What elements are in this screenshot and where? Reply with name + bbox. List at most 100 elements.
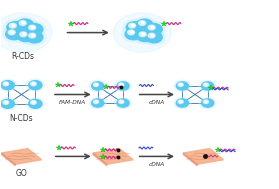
- Circle shape: [136, 19, 153, 30]
- Text: GO: GO: [16, 169, 27, 178]
- Circle shape: [92, 99, 104, 107]
- Circle shape: [119, 83, 124, 86]
- Circle shape: [174, 97, 191, 109]
- Circle shape: [23, 29, 46, 45]
- Circle shape: [1, 81, 15, 90]
- Circle shape: [5, 101, 8, 103]
- Circle shape: [22, 22, 25, 24]
- Circle shape: [201, 99, 214, 107]
- Circle shape: [130, 31, 133, 33]
- Circle shape: [33, 83, 35, 84]
- Circle shape: [114, 80, 131, 92]
- Circle shape: [17, 19, 33, 30]
- Circle shape: [203, 100, 208, 104]
- Circle shape: [205, 101, 207, 102]
- Circle shape: [142, 21, 166, 37]
- Circle shape: [126, 22, 143, 33]
- Circle shape: [13, 17, 37, 33]
- Circle shape: [131, 24, 134, 26]
- Circle shape: [26, 24, 43, 35]
- Circle shape: [142, 33, 145, 35]
- Circle shape: [95, 101, 97, 102]
- Circle shape: [17, 30, 34, 42]
- Circle shape: [23, 21, 46, 37]
- Circle shape: [205, 84, 207, 85]
- Circle shape: [1, 99, 15, 108]
- Circle shape: [3, 101, 9, 104]
- Circle shape: [6, 29, 22, 40]
- Circle shape: [12, 24, 15, 26]
- Circle shape: [148, 33, 155, 38]
- Text: N-CDs: N-CDs: [10, 114, 33, 123]
- Circle shape: [92, 82, 104, 90]
- Text: R-CDs: R-CDs: [11, 52, 34, 61]
- Circle shape: [119, 100, 124, 104]
- Circle shape: [113, 13, 171, 52]
- Circle shape: [122, 26, 145, 42]
- Circle shape: [133, 17, 156, 33]
- Circle shape: [123, 19, 146, 35]
- Circle shape: [139, 21, 146, 25]
- Circle shape: [26, 98, 45, 110]
- Circle shape: [203, 83, 208, 86]
- Text: FAM-DNA: FAM-DNA: [59, 100, 86, 105]
- Circle shape: [95, 84, 97, 85]
- Circle shape: [139, 32, 146, 37]
- Polygon shape: [183, 153, 197, 166]
- Circle shape: [3, 19, 27, 35]
- Circle shape: [117, 82, 129, 90]
- Circle shape: [114, 97, 131, 109]
- Circle shape: [117, 99, 129, 107]
- Circle shape: [199, 97, 216, 109]
- Text: cDNA: cDNA: [149, 100, 165, 105]
- Circle shape: [29, 99, 42, 108]
- Polygon shape: [183, 149, 223, 164]
- Circle shape: [176, 99, 189, 107]
- Circle shape: [146, 32, 162, 43]
- Circle shape: [201, 82, 214, 90]
- Circle shape: [33, 101, 35, 103]
- Circle shape: [178, 83, 183, 86]
- Circle shape: [3, 82, 9, 86]
- Circle shape: [89, 80, 106, 92]
- Circle shape: [31, 26, 34, 28]
- Circle shape: [176, 82, 189, 90]
- Circle shape: [125, 29, 142, 40]
- Circle shape: [89, 97, 106, 109]
- Circle shape: [0, 98, 17, 110]
- Circle shape: [121, 101, 123, 102]
- Circle shape: [29, 33, 36, 38]
- Circle shape: [178, 100, 183, 104]
- Circle shape: [174, 80, 191, 92]
- Polygon shape: [93, 153, 107, 166]
- Circle shape: [5, 83, 8, 84]
- Circle shape: [31, 82, 36, 86]
- Circle shape: [0, 13, 52, 52]
- Circle shape: [142, 29, 166, 45]
- Circle shape: [121, 84, 123, 85]
- Circle shape: [31, 101, 36, 104]
- Circle shape: [93, 83, 98, 86]
- Circle shape: [0, 79, 17, 91]
- Circle shape: [93, 100, 98, 104]
- Circle shape: [141, 22, 144, 24]
- Circle shape: [146, 24, 162, 35]
- Circle shape: [128, 30, 134, 35]
- Circle shape: [151, 26, 154, 28]
- Circle shape: [26, 32, 43, 43]
- Circle shape: [14, 28, 37, 44]
- Circle shape: [180, 101, 182, 102]
- Circle shape: [137, 30, 153, 42]
- Text: cDNA: cDNA: [149, 162, 165, 167]
- Circle shape: [31, 34, 34, 36]
- Circle shape: [9, 23, 16, 28]
- Circle shape: [29, 25, 36, 30]
- Circle shape: [22, 33, 25, 35]
- Circle shape: [11, 31, 14, 33]
- Circle shape: [133, 28, 157, 44]
- Circle shape: [2, 26, 26, 42]
- Circle shape: [148, 25, 155, 30]
- Polygon shape: [93, 149, 133, 164]
- Polygon shape: [1, 149, 42, 164]
- Circle shape: [26, 79, 45, 91]
